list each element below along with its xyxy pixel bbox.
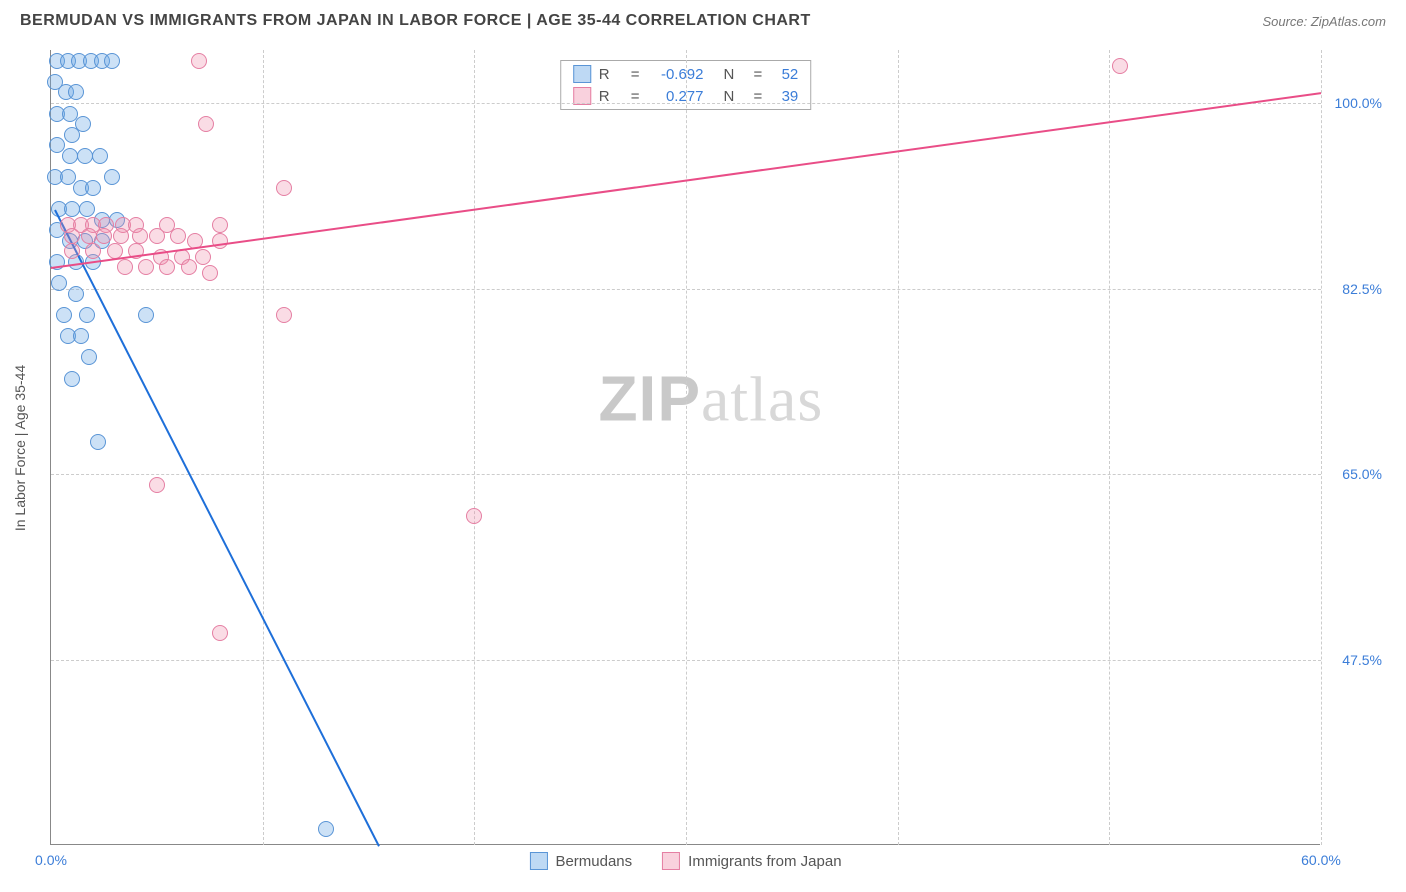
scatter-point bbox=[191, 53, 207, 69]
scatter-point bbox=[170, 228, 186, 244]
gridline-v bbox=[1321, 50, 1322, 845]
gridline-v bbox=[686, 50, 687, 845]
scatter-point bbox=[276, 307, 292, 323]
scatter-point bbox=[64, 371, 80, 387]
scatter-point bbox=[79, 307, 95, 323]
scatter-point bbox=[68, 84, 84, 100]
legend-label-pink: Immigrants from Japan bbox=[688, 853, 841, 870]
scatter-point bbox=[212, 625, 228, 641]
trend-line bbox=[54, 210, 380, 847]
ytick-label: 100.0% bbox=[1327, 95, 1382, 111]
scatter-point bbox=[73, 328, 89, 344]
scatter-point bbox=[62, 148, 78, 164]
scatter-point bbox=[132, 228, 148, 244]
xtick-label: 0.0% bbox=[35, 852, 67, 868]
scatter-point bbox=[138, 259, 154, 275]
legend-swatch-blue-icon bbox=[529, 852, 547, 870]
scatter-point bbox=[81, 228, 97, 244]
scatter-point bbox=[1112, 58, 1128, 74]
gridline-v bbox=[898, 50, 899, 845]
n-value-pink: 39 bbox=[770, 88, 798, 105]
xtick-label: 60.0% bbox=[1301, 852, 1341, 868]
scatter-point bbox=[212, 217, 228, 233]
scatter-point bbox=[90, 434, 106, 450]
scatter-point bbox=[318, 821, 334, 837]
gridline-v bbox=[263, 50, 264, 845]
scatter-point bbox=[113, 228, 129, 244]
scatter-point bbox=[117, 259, 133, 275]
scatter-point bbox=[81, 349, 97, 365]
scatter-point bbox=[195, 249, 211, 265]
scatter-point bbox=[276, 180, 292, 196]
n-value-blue: 52 bbox=[770, 66, 798, 83]
watermark: ZIPatlas bbox=[598, 362, 823, 437]
chart-title: BERMUDAN VS IMMIGRANTS FROM JAPAN IN LAB… bbox=[20, 12, 811, 30]
scatter-point bbox=[202, 265, 218, 281]
legend-label-blue: Bermudans bbox=[555, 853, 632, 870]
gridline-v bbox=[1109, 50, 1110, 845]
scatter-point bbox=[85, 180, 101, 196]
scatter-point bbox=[68, 286, 84, 302]
scatter-point bbox=[64, 243, 80, 259]
legend-swatch-pink-icon bbox=[662, 852, 680, 870]
scatter-point bbox=[149, 477, 165, 493]
swatch-blue-icon bbox=[573, 65, 591, 83]
gridline-v bbox=[474, 50, 475, 845]
legend-item-pink: Immigrants from Japan bbox=[662, 852, 841, 870]
y-axis-label: In Labor Force | Age 35-44 bbox=[12, 364, 28, 530]
scatter-point bbox=[56, 307, 72, 323]
scatter-point bbox=[64, 127, 80, 143]
scatter-point bbox=[96, 228, 112, 244]
chart-container: ZIPatlas R= -0.692 N= 52 R= 0.277 N= 39 … bbox=[50, 50, 1386, 845]
ytick-label: 82.5% bbox=[1327, 281, 1382, 297]
scatter-point bbox=[149, 228, 165, 244]
chart-header: BERMUDAN VS IMMIGRANTS FROM JAPAN IN LAB… bbox=[0, 0, 1406, 38]
scatter-point bbox=[77, 148, 93, 164]
r-value-blue: -0.692 bbox=[648, 66, 704, 83]
scatter-point bbox=[85, 243, 101, 259]
plot-area: ZIPatlas R= -0.692 N= 52 R= 0.277 N= 39 … bbox=[50, 50, 1320, 845]
scatter-point bbox=[466, 508, 482, 524]
bottom-legend: Bermudans Immigrants from Japan bbox=[529, 852, 841, 870]
scatter-point bbox=[138, 307, 154, 323]
scatter-point bbox=[104, 169, 120, 185]
scatter-point bbox=[104, 53, 120, 69]
scatter-point bbox=[79, 201, 95, 217]
scatter-point bbox=[181, 259, 197, 275]
ytick-label: 65.0% bbox=[1327, 466, 1382, 482]
scatter-point bbox=[51, 275, 67, 291]
scatter-point bbox=[92, 148, 108, 164]
r-value-pink: 0.277 bbox=[648, 88, 704, 105]
scatter-point bbox=[198, 116, 214, 132]
scatter-point bbox=[64, 228, 80, 244]
ytick-label: 47.5% bbox=[1327, 652, 1382, 668]
legend-item-blue: Bermudans bbox=[529, 852, 632, 870]
chart-source: Source: ZipAtlas.com bbox=[1262, 14, 1386, 29]
scatter-point bbox=[64, 201, 80, 217]
scatter-point bbox=[159, 259, 175, 275]
